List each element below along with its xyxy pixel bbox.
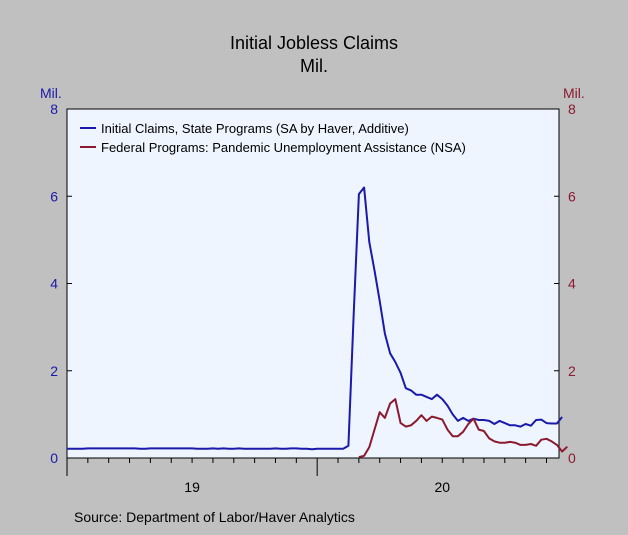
legend-label-initial-claims: Initial Claims, State Programs (SA by Ha…	[101, 121, 409, 136]
series-layer	[67, 186, 568, 459]
left-axis: 0 2 4 6 8	[50, 101, 72, 466]
left-axis-unit: Mil.	[40, 85, 62, 101]
series-line-0	[67, 186, 563, 451]
chart-subtitle: Mil.	[300, 56, 328, 76]
legend-label-pua: Federal Programs: Pandemic Unemployment …	[101, 140, 466, 155]
x-axis: 19 20	[66, 458, 547, 495]
right-tick-label: 8	[568, 101, 576, 117]
right-tick-label: 0	[568, 450, 576, 466]
left-tick-label: 2	[50, 363, 58, 379]
right-tick-label: 4	[568, 276, 576, 292]
left-tick-label: 4	[50, 276, 58, 292]
right-tick-label: 6	[568, 188, 576, 204]
legend: Initial Claims, State Programs (SA by Ha…	[80, 121, 466, 155]
series-line-1	[358, 398, 568, 459]
left-tick-label: 8	[50, 101, 58, 117]
right-axis-unit: Mil.	[563, 85, 585, 101]
plot-area	[66, 108, 560, 459]
left-tick-label: 0	[50, 450, 58, 466]
right-axis: 0 2 4 6 8	[554, 101, 576, 466]
left-tick-label: 6	[50, 188, 58, 204]
x-tick-label: 20	[434, 479, 450, 495]
source-note: Source: Department of Labor/Haver Analyt…	[74, 509, 355, 525]
chart-title: Initial Jobless Claims	[230, 33, 398, 53]
x-tick-label: 19	[184, 479, 200, 495]
right-tick-label: 2	[568, 363, 576, 379]
